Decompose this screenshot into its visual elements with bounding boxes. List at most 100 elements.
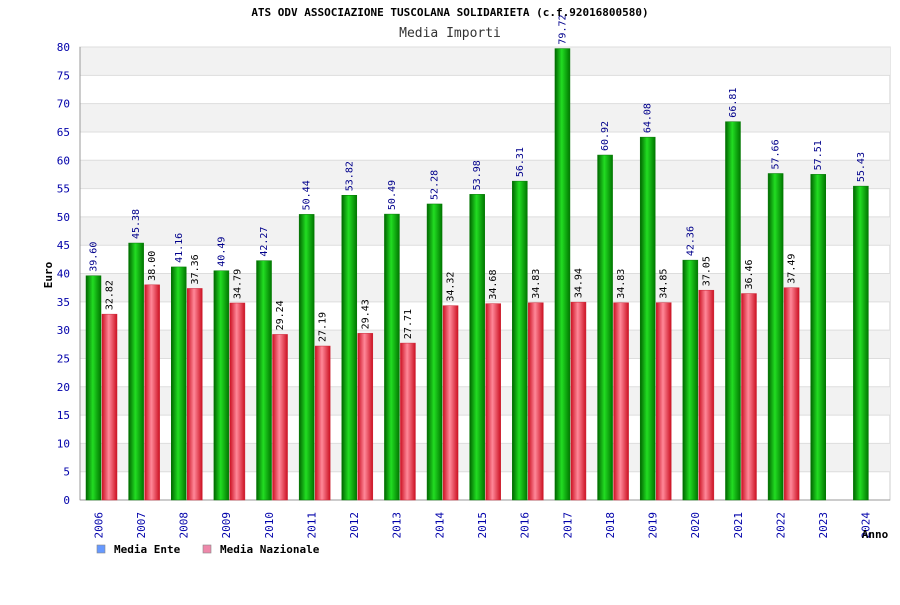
bar-media-ente-2011 [298,214,315,501]
bar-media-nazionale-2010 [272,334,288,501]
data-label: 57.51 [813,140,824,170]
grid-band [80,47,890,76]
data-label: 34.79 [232,269,243,299]
data-label: 37.49 [787,254,798,284]
data-label: 37.36 [190,254,201,284]
x-tick-label: 2020 [689,512,702,539]
data-label: 34.32 [446,272,457,302]
y-tick-label: 30 [57,324,70,337]
legend-item-media-nazionale: Media Nazionale [202,543,320,556]
bar-media-nazionale-2009 [229,302,246,501]
data-label: 39.60 [89,242,100,272]
bar-media-ente-2014 [426,203,443,501]
x-tick-label: 2016 [519,512,532,539]
y-tick-label: 15 [57,409,70,422]
data-label: 79.72 [557,14,568,44]
data-label: 64.08 [643,103,654,133]
data-label: 34.85 [659,269,670,299]
data-label: 66.81 [728,88,739,118]
data-label: 38.00 [147,251,158,281]
data-label: 32.82 [105,280,116,310]
y-tick-label: 10 [57,437,70,450]
bar-media-ente-2012 [341,194,358,501]
y-tick-label: 5 [63,466,70,479]
data-label: 36.46 [744,259,755,289]
grid-band [80,160,890,189]
data-label: 34.94 [573,268,584,298]
bar-media-nazionale-2019 [655,302,672,501]
x-tick-label: 2011 [305,512,318,539]
x-tick-label: 2024 [860,512,873,539]
grid-band [80,216,890,246]
x-axis-label: Anno [862,528,889,541]
data-label: 53.82 [344,161,355,191]
data-label: 40.49 [216,237,227,267]
bar-media-nazionale-2013 [400,342,416,501]
data-label: 34.68 [488,270,499,300]
data-label: 53.98 [472,160,483,190]
data-label: 34.83 [531,269,542,299]
bar-media-nazionale-2020 [698,289,715,501]
x-tick-label: 2012 [348,512,361,539]
x-tick-label: 2021 [732,512,745,539]
data-label: 42.27 [259,227,270,257]
y-tick-label: 70 [57,98,70,111]
chart-title: ATS ODV ASSOCIAZIONE TUSCOLANA SOLIDARIE… [251,6,648,19]
y-tick-label: 75 [57,69,70,82]
bar-media-nazionale-2015 [485,303,501,501]
y-axis-ticks: 0 5 10 15 20 25 30 35 40 45 50 55 60 65 70 75 80 [57,41,70,507]
bar-media-nazionale-2022 [783,287,800,501]
bar-media-nazionale-2011 [314,345,331,501]
y-tick-label: 0 [63,494,70,507]
x-tick-label: 2023 [817,512,830,539]
data-label: 60.92 [600,121,611,151]
x-tick-label: 2017 [561,512,574,539]
x-tick-label: 2018 [604,512,617,539]
x-tick-label: 2010 [263,512,276,539]
bar-media-nazionale-2007 [144,284,160,501]
bars-group [85,48,869,501]
x-tick-label: 2019 [647,512,660,539]
data-label: 37.05 [701,256,712,286]
y-tick-label: 55 [57,183,70,196]
grid-band [80,103,890,132]
bar-media-ente-2013 [384,213,400,501]
value-labels-group: 39.60 32.82 45.38 38.00 41.16 37.36 40.49 34.79… [89,14,867,342]
y-axis-label: Euro [42,261,55,288]
bar-media-ente-2015 [469,194,485,501]
legend-label: Media Nazionale [220,543,320,556]
bar-media-nazionale-2021 [741,293,757,501]
x-tick-label: 2013 [391,512,404,539]
data-label: 50.44 [302,180,313,210]
bar-media-nazionale-2016 [528,302,544,501]
y-tick-label: 50 [57,211,70,224]
y-tick-label: 35 [57,296,70,309]
x-axis-ticks: 2006 2007 2008 2009 2010 2011 2012 2013 2014 2015… [92,512,872,539]
x-tick-label: 2008 [178,512,191,539]
x-tick-label: 2006 [92,512,105,539]
data-label: 45.38 [131,209,142,239]
y-tick-label: 20 [57,381,70,394]
bar-media-ente-2021 [725,121,741,501]
x-tick-label: 2022 [774,512,787,539]
x-tick-label: 2007 [135,512,148,539]
bar-media-nazionale-2008 [187,288,203,501]
y-tick-label: 80 [57,41,70,54]
y-tick-label: 25 [57,352,70,365]
y-tick-label: 60 [57,154,70,167]
data-label: 56.31 [515,147,526,177]
legend-swatch [96,544,106,554]
data-label: 27.19 [318,312,329,342]
bar-media-ente-2016 [512,180,528,501]
bar-media-nazionale-2014 [442,305,459,501]
data-label: 52.28 [430,170,441,200]
y-tick-label: 40 [57,268,70,281]
y-tick-label: 45 [57,239,70,252]
y-tick-label: 65 [57,126,70,139]
bar-media-ente-2024 [853,185,869,501]
bar-media-ente-2009 [213,270,230,501]
legend: Media Ente Media Nazionale [96,543,320,556]
bar-media-ente-2020 [682,259,699,501]
data-label: 55.43 [856,152,867,182]
